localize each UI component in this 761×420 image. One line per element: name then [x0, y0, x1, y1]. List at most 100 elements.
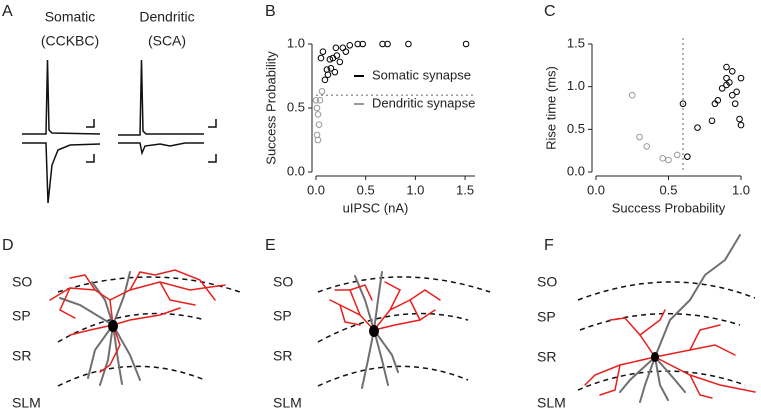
- panel-label: A: [2, 3, 13, 20]
- x-tick-label: 1.5: [456, 182, 474, 197]
- data-point: [737, 74, 745, 82]
- data-point: [312, 97, 320, 104]
- data-point: [331, 68, 339, 76]
- data-point: [327, 65, 335, 72]
- layer-label: SR: [12, 348, 31, 364]
- x-tick-label: 0.0: [307, 182, 325, 197]
- layer-label: SP: [12, 308, 31, 324]
- data-point: [359, 40, 367, 48]
- data-point: [673, 151, 681, 159]
- panel-label: F: [544, 237, 554, 254]
- layer-label: SO: [273, 274, 293, 290]
- data-point: [729, 91, 736, 99]
- y-axis-label: Success Probability: [263, 51, 278, 165]
- trace-label: Somatic: [45, 9, 96, 25]
- data-point: [736, 115, 743, 123]
- data-point: [718, 85, 726, 92]
- data-point: [659, 155, 667, 162]
- layer-label: SLM: [537, 395, 566, 411]
- data-point: [462, 40, 470, 48]
- data-point: [326, 56, 334, 63]
- data-point: [643, 143, 651, 150]
- data-point: [628, 91, 636, 99]
- x-tick-label: 0.0: [587, 182, 605, 197]
- data-point: [729, 68, 736, 75]
- data-point: [346, 41, 354, 49]
- y-tick-label: 1.5: [567, 35, 585, 50]
- layer-label: SO: [12, 274, 32, 290]
- neuron-axon: [49, 269, 226, 373]
- legend-label: Dendritic synapse: [372, 95, 475, 110]
- panel-label: C: [544, 3, 556, 20]
- data-point: [316, 97, 324, 104]
- trace-label: (SCA): [148, 33, 186, 49]
- soma: [651, 352, 659, 362]
- data-point: [332, 44, 340, 52]
- data-point: [336, 58, 344, 66]
- neuron-axon: [329, 281, 441, 331]
- data-point: [317, 54, 325, 62]
- neuron-axon: [584, 309, 756, 399]
- trace: [118, 142, 204, 156]
- data-point: [314, 136, 322, 144]
- layer-label: SP: [273, 308, 292, 324]
- scale-bar: [208, 154, 217, 163]
- data-point: [708, 117, 716, 125]
- data-point: [405, 40, 412, 48]
- layer-label: SP: [537, 309, 556, 325]
- trace: [22, 59, 101, 135]
- layer-boundary: [317, 312, 469, 343]
- data-point: [314, 111, 322, 118]
- data-point: [714, 97, 722, 104]
- x-tick-label: 0.5: [357, 182, 375, 197]
- legend-label: Somatic synapse: [372, 67, 471, 82]
- data-point: [679, 100, 687, 108]
- data-point: [342, 48, 350, 55]
- y-axis-label: Rise time (ms): [543, 66, 558, 150]
- layer-label: SLM: [12, 395, 41, 411]
- layer-boundary: [317, 276, 491, 293]
- y-tick-label: 0.5: [567, 121, 585, 136]
- data-point: [324, 71, 332, 79]
- y-tick-label: 1.0: [567, 78, 585, 93]
- layer-boundary: [577, 370, 746, 391]
- data-point: [318, 88, 326, 95]
- data-point: [384, 40, 391, 48]
- neuron-dendrites: [354, 271, 399, 389]
- layer-label: SO: [537, 274, 557, 290]
- x-tick-label: 1.0: [406, 182, 424, 197]
- data-point: [733, 88, 740, 96]
- data-point: [339, 44, 347, 52]
- scale-bar: [208, 119, 217, 128]
- y-tick-label: 0.0: [567, 163, 585, 178]
- soma: [369, 325, 379, 337]
- layer-label: SLM: [273, 395, 302, 411]
- data-point: [694, 124, 701, 131]
- panel-label: E: [265, 237, 276, 254]
- data-point: [726, 79, 733, 86]
- y-tick-label: 1.0: [287, 35, 305, 50]
- x-axis-label: uIPSC (nA): [343, 200, 409, 215]
- data-point: [333, 52, 341, 59]
- data-point: [321, 76, 329, 84]
- layer-boundary: [57, 312, 206, 343]
- data-point: [319, 48, 327, 55]
- trace-label: Dendritic: [139, 9, 194, 25]
- layer-boundary: [57, 365, 206, 387]
- soma: [108, 320, 118, 332]
- data-point: [315, 121, 323, 128]
- layer-label: SR: [537, 349, 556, 365]
- layer-boundary: [577, 281, 756, 301]
- layer-label: SR: [273, 348, 292, 364]
- scale-bar: [86, 154, 95, 163]
- x-axis-label: Success Probability: [612, 200, 726, 215]
- trace: [22, 142, 101, 204]
- panel-label: B: [265, 3, 276, 20]
- data-point: [731, 100, 739, 108]
- data-point: [636, 133, 643, 141]
- panel-label: D: [2, 237, 14, 254]
- trace: [118, 59, 204, 136]
- data-point: [354, 40, 362, 48]
- neuron-dendrites: [619, 234, 741, 403]
